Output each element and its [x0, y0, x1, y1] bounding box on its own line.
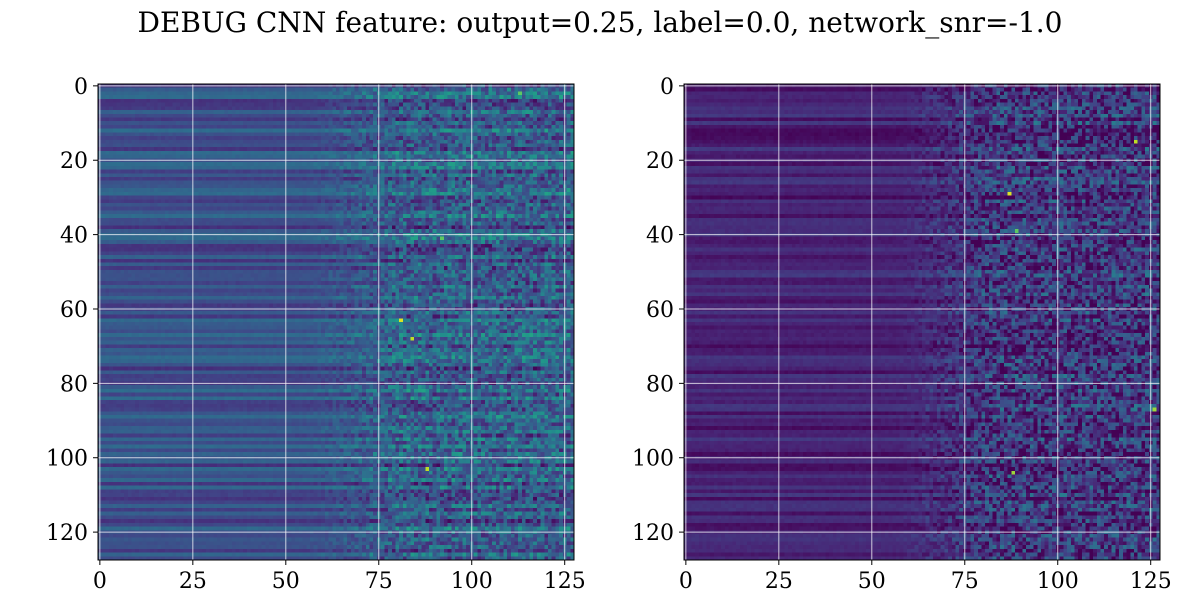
heatmap-image — [684, 84, 1160, 560]
y-tick-label: 0 — [74, 75, 88, 100]
y-tick-label: 20 — [646, 149, 674, 174]
heatmap-image — [98, 84, 574, 560]
x-tick-label: 25 — [765, 569, 793, 594]
figure-title: DEBUG CNN feature: output=0.25, label=0.… — [137, 6, 1063, 39]
y-tick-label: 60 — [646, 298, 674, 323]
axes-frame — [97, 83, 575, 561]
heatmap-left: 0 25 50 75 100 125 0 20 40 60 80 100 120 — [46, 75, 586, 594]
y-tick-label: 20 — [60, 149, 88, 174]
x-tick-label: 125 — [544, 569, 586, 594]
x-tick-label: 0 — [679, 569, 693, 594]
y-tick-label: 80 — [646, 372, 674, 397]
y-tick-label: 0 — [660, 75, 674, 100]
y-tick-label: 40 — [646, 224, 674, 249]
x-tick-label: 0 — [93, 569, 107, 594]
x-tick-label: 25 — [179, 569, 207, 594]
axes-frame — [683, 83, 1161, 561]
x-tick-label: 50 — [272, 569, 300, 594]
y-tick-label: 100 — [46, 447, 88, 472]
heatmap-right: 0 25 50 75 100 125 0 20 40 60 80 100 120 — [632, 75, 1172, 594]
x-tick-label: 75 — [365, 569, 393, 594]
y-tick-label: 40 — [60, 224, 88, 249]
y-tick-label: 80 — [60, 372, 88, 397]
x-tick-label: 75 — [951, 569, 979, 594]
x-tick-label: 100 — [1037, 569, 1079, 594]
x-tick-label: 100 — [451, 569, 493, 594]
y-tick-label: 120 — [46, 521, 88, 546]
x-tick-label: 50 — [858, 569, 886, 594]
y-tick-label: 60 — [60, 298, 88, 323]
y-tick-label: 120 — [632, 521, 674, 546]
y-tick-label: 100 — [632, 447, 674, 472]
x-tick-label: 125 — [1130, 569, 1172, 594]
